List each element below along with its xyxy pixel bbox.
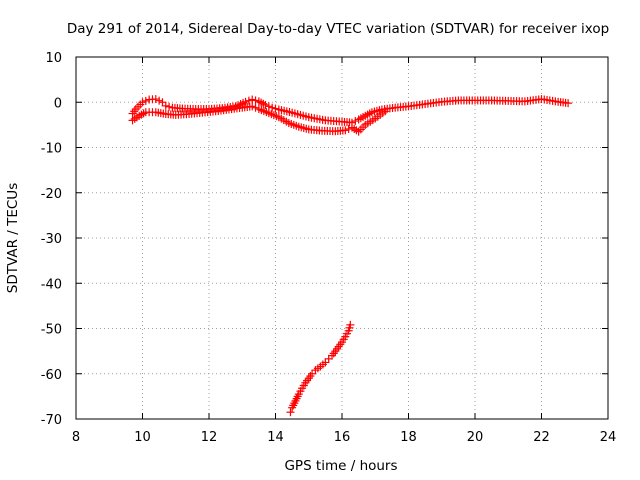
- y-tick-labels: 10 0 -10 -20 -30 -40 -50 -60 -70: [41, 51, 62, 428]
- data-point: [248, 102, 257, 111]
- data-point: [165, 102, 174, 111]
- x-tick-label: 24: [600, 430, 617, 445]
- y-tick-label: -50: [41, 323, 62, 338]
- chart-title: Day 291 of 2014, Sidereal Day-to-day VTE…: [67, 21, 609, 37]
- grid-lines: [76, 57, 608, 419]
- y-tick-label: -70: [41, 413, 62, 428]
- x-tick-labels: 8 10 12 14 16 18 20 22 24: [72, 430, 616, 445]
- x-tick-label: 12: [201, 430, 218, 445]
- plot-frame: [75, 56, 609, 420]
- data-point: [251, 103, 260, 112]
- y-tick-label: -30: [41, 232, 62, 247]
- x-tick-label: 10: [134, 430, 151, 445]
- data-points: [128, 95, 573, 417]
- data-point: [241, 97, 250, 106]
- data-point: [346, 320, 355, 329]
- x-axis-label: GPS time / hours: [284, 458, 397, 474]
- data-point: [251, 96, 260, 105]
- data-point: [261, 100, 270, 109]
- data-point: [264, 102, 273, 111]
- x-tick-label: 18: [400, 430, 417, 445]
- x-tick-label: 20: [467, 430, 484, 445]
- data-point: [161, 101, 170, 110]
- data-point: [155, 96, 164, 105]
- data-point: [158, 98, 167, 107]
- data-point: [321, 358, 330, 367]
- data-point: [271, 104, 280, 113]
- y-tick-label: 10: [45, 51, 62, 66]
- data-point: [341, 126, 350, 135]
- y-tick-label: -20: [41, 187, 62, 202]
- x-tick-label: 16: [334, 430, 351, 445]
- x-tick-label: 22: [533, 430, 550, 445]
- data-point: [268, 103, 277, 112]
- data-point: [351, 117, 360, 126]
- y-tick-label: -10: [41, 142, 62, 157]
- data-point: [248, 95, 257, 104]
- y-tick-label: -60: [41, 368, 62, 383]
- y-tick-label: 0: [54, 96, 62, 111]
- data-point: [564, 99, 573, 108]
- data-point: [138, 98, 147, 107]
- x-tick-label: 14: [267, 430, 284, 445]
- data-point: [141, 96, 150, 105]
- data-point: [381, 107, 390, 116]
- data-point: [151, 95, 160, 104]
- data-point: [308, 369, 317, 378]
- y-tick-label: -40: [41, 277, 62, 292]
- x-tick-label: 8: [72, 430, 80, 445]
- y-axis-label: SDTVAR / TECUs: [5, 183, 21, 293]
- data-point: [286, 408, 295, 417]
